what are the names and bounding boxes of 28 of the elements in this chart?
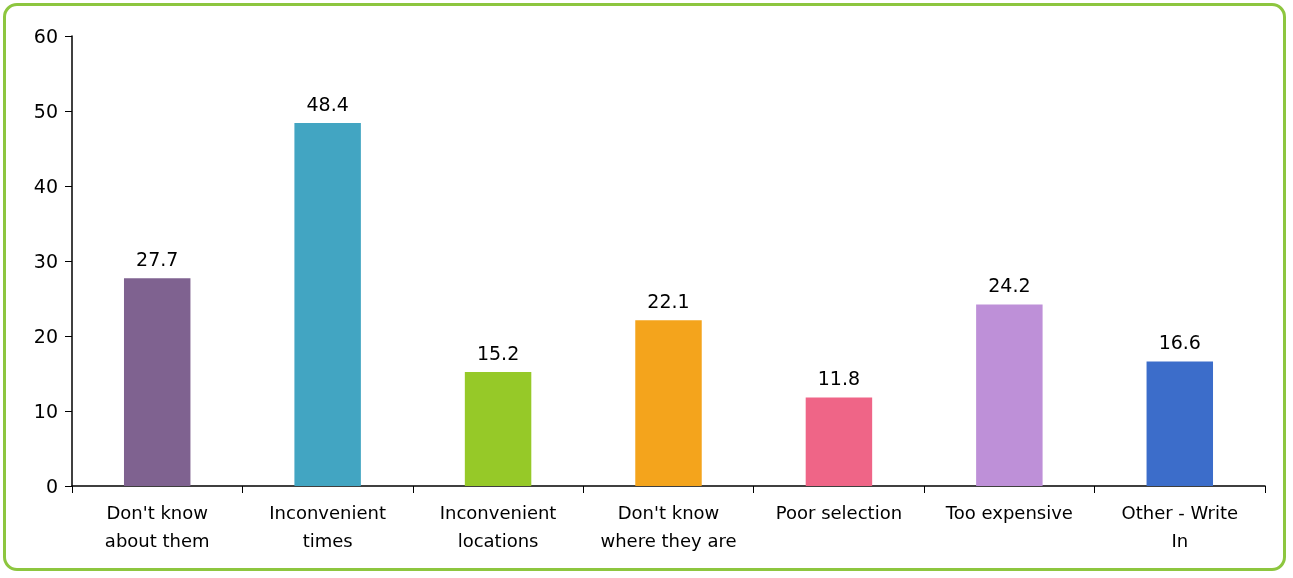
bar [635, 320, 702, 486]
y-tick-label: 60 [33, 25, 58, 47]
x-tick-label: Poor selection [775, 501, 903, 523]
data-label: 24.2 [988, 274, 1031, 296]
data-label: 48.4 [306, 92, 349, 115]
data-label: 11.8 [817, 367, 861, 389]
y-tick-label: 0 [45, 475, 58, 497]
data-label: 16.6 [1158, 331, 1201, 353]
x-tick-label: Inconvenient times [269, 501, 386, 551]
y-tick-label: 10 [33, 400, 58, 422]
x-tick-label: Don't know where they are [600, 501, 737, 551]
y-tick-label: 30 [33, 250, 58, 272]
y-tick-label: 40 [33, 175, 58, 197]
bar [976, 304, 1043, 486]
bar [1146, 361, 1214, 486]
bar [123, 278, 191, 486]
x-tick-label: Inconvenient locations [439, 501, 557, 551]
data-label: 27.7 [136, 247, 179, 270]
bar [805, 397, 873, 486]
x-tick-label: Other - Write In [1121, 501, 1239, 551]
data-label: 15.2 [476, 341, 520, 364]
bar [464, 372, 532, 486]
data-label: 22.1 [647, 289, 690, 312]
bar [294, 123, 361, 486]
x-tick-label: Too expensive [944, 501, 1073, 523]
x-tick-label: Don't know about them [104, 501, 210, 551]
y-tick-label: 50 [33, 100, 58, 122]
y-tick-label: 20 [33, 325, 58, 347]
